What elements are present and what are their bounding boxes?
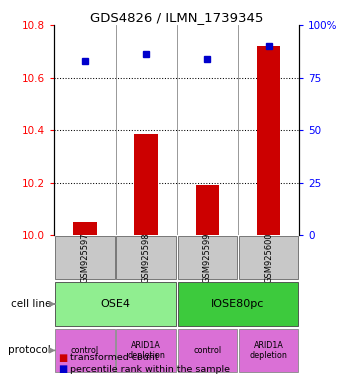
Text: protocol: protocol (8, 346, 51, 356)
Text: GSM925599: GSM925599 (203, 232, 212, 283)
Text: GSM925597: GSM925597 (80, 232, 89, 283)
Bar (55, 329, 114, 372)
Bar (178, 282, 298, 326)
Bar (117, 236, 176, 280)
Text: cell line: cell line (11, 299, 51, 309)
Bar (178, 329, 237, 372)
Text: percentile rank within the sample: percentile rank within the sample (70, 365, 230, 374)
Text: ■: ■ (58, 353, 67, 363)
Text: GSM925600: GSM925600 (264, 232, 273, 283)
Title: GDS4826 / ILMN_1739345: GDS4826 / ILMN_1739345 (90, 11, 264, 24)
Bar (55, 282, 176, 326)
Bar (257, 46, 280, 235)
Text: GSM925598: GSM925598 (142, 232, 150, 283)
Text: transformed count: transformed count (70, 353, 159, 362)
Bar (55, 236, 114, 280)
Bar (117, 329, 176, 372)
Bar (178, 236, 237, 280)
Bar (73, 222, 97, 235)
Bar (196, 185, 219, 235)
Bar (134, 134, 158, 235)
Text: control: control (193, 346, 222, 355)
Bar (239, 236, 298, 280)
Text: IOSE80pc: IOSE80pc (211, 299, 265, 309)
Bar (239, 329, 298, 372)
Text: control: control (71, 346, 99, 355)
Text: ARID1A
depletion: ARID1A depletion (250, 341, 288, 360)
Text: OSE4: OSE4 (100, 299, 131, 309)
Text: ■: ■ (58, 364, 67, 374)
Text: ARID1A
depletion: ARID1A depletion (127, 341, 165, 360)
